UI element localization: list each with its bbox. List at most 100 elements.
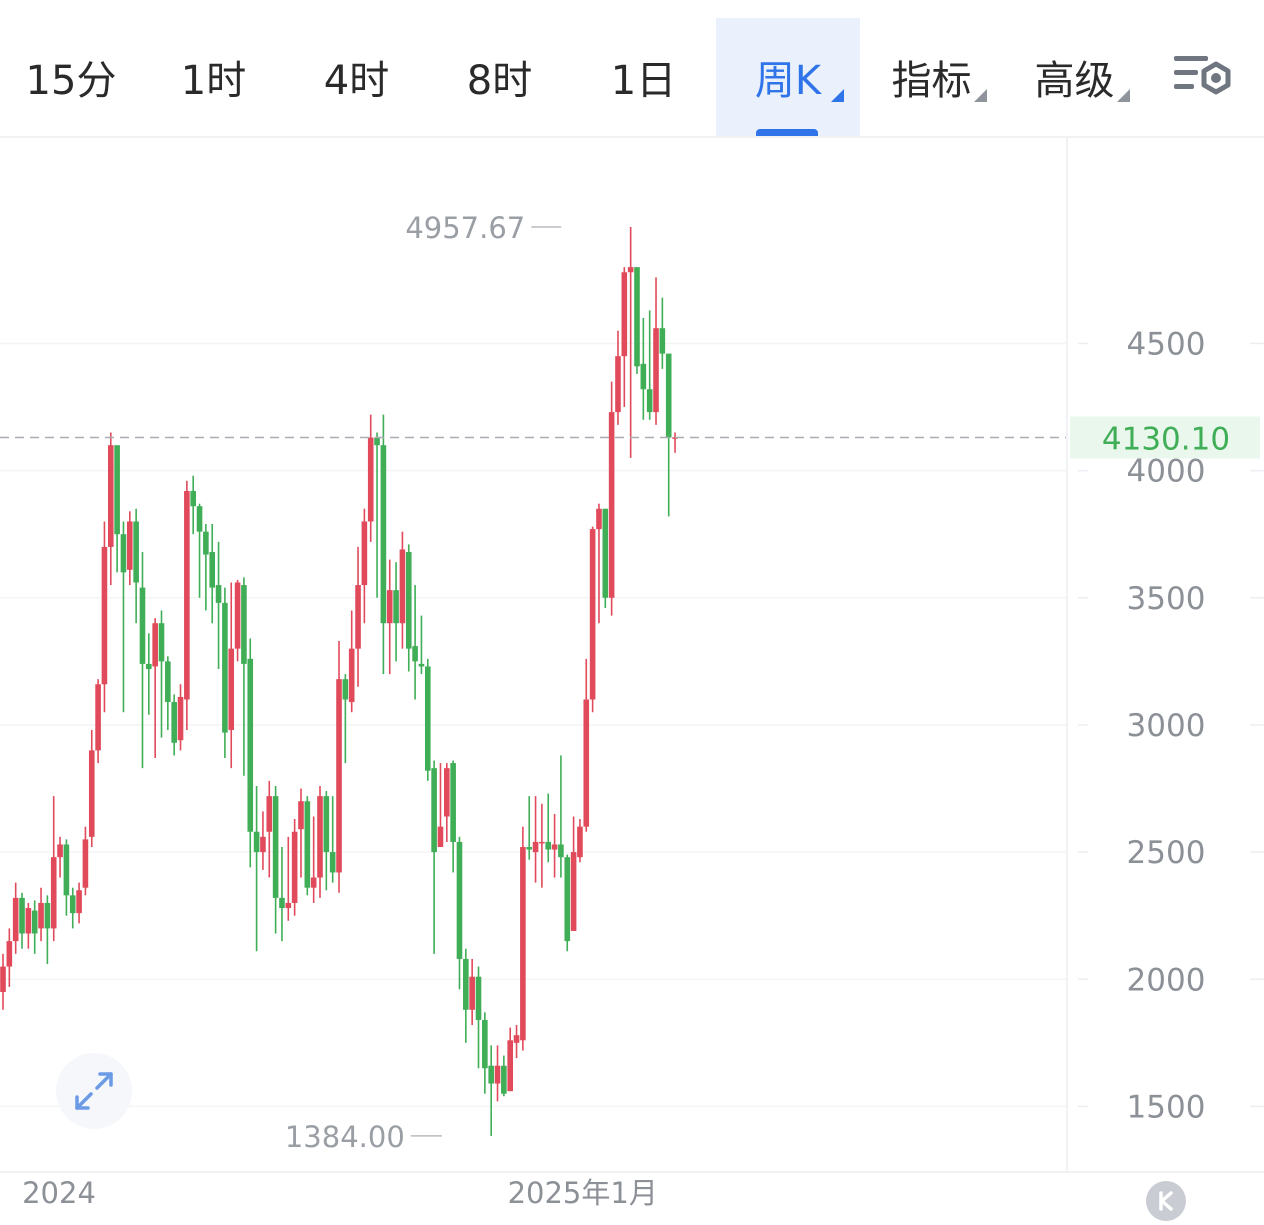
candle <box>634 267 640 374</box>
candle <box>102 521 108 712</box>
candle <box>0 954 6 1010</box>
candle <box>507 1028 513 1092</box>
min-price-label: 1384.00 <box>285 1120 405 1154</box>
candle <box>190 476 196 534</box>
candle <box>241 577 247 775</box>
candle <box>83 827 89 896</box>
y-tick-label: 2500 <box>1127 835 1206 871</box>
candle <box>412 585 418 699</box>
candle <box>615 331 621 425</box>
y-tick-label: 2000 <box>1127 962 1206 998</box>
candle <box>495 1045 501 1101</box>
candle <box>641 318 647 420</box>
candle <box>228 583 234 769</box>
k-badge-icon[interactable] <box>1146 1181 1186 1221</box>
y-tick-label: 3500 <box>1127 581 1206 617</box>
candle <box>482 1012 488 1093</box>
candle <box>450 761 456 873</box>
candle <box>590 527 596 713</box>
candle <box>254 786 260 951</box>
candle <box>343 674 349 763</box>
candle <box>336 641 342 893</box>
candle <box>222 588 228 758</box>
candle <box>76 883 82 924</box>
candle <box>279 847 285 941</box>
candle <box>165 656 171 730</box>
candle <box>133 509 139 623</box>
candle <box>400 532 406 649</box>
candle <box>140 552 146 768</box>
candle <box>349 610 355 712</box>
candle <box>476 967 482 1069</box>
candle <box>32 900 38 953</box>
candle <box>159 610 165 737</box>
candle <box>603 509 609 608</box>
candle <box>628 227 634 458</box>
candle <box>273 786 279 934</box>
candle <box>539 804 545 888</box>
candle <box>406 544 412 671</box>
candle <box>374 432 380 597</box>
candle <box>609 382 615 616</box>
candle <box>469 959 475 1025</box>
candle <box>216 542 222 669</box>
candle <box>368 415 374 542</box>
candle <box>324 791 330 890</box>
candle <box>381 415 387 674</box>
candle <box>305 796 311 895</box>
candle <box>577 819 583 862</box>
candle <box>298 789 304 878</box>
candle <box>533 796 539 882</box>
candle <box>552 814 558 878</box>
expand-button[interactable] <box>56 1053 132 1129</box>
x-tick-label: 2025年1月 <box>508 1176 658 1210</box>
candle <box>209 524 215 623</box>
candle <box>457 837 463 990</box>
candle <box>583 659 589 832</box>
candle <box>64 839 70 915</box>
candle <box>571 816 577 930</box>
candle <box>463 949 469 1043</box>
y-tick-label: 4000 <box>1127 454 1206 490</box>
candle <box>488 1045 494 1136</box>
candle <box>362 509 368 623</box>
candle <box>672 432 678 452</box>
candle <box>653 277 659 425</box>
candle <box>387 560 393 674</box>
expand-arrows-icon <box>71 1068 117 1114</box>
candle <box>108 432 114 585</box>
candle <box>235 580 241 661</box>
candle <box>26 903 32 949</box>
candle <box>45 895 51 964</box>
candle <box>152 618 158 758</box>
current-price-label: 4130.10 <box>1102 422 1230 458</box>
candle <box>95 679 101 763</box>
candle <box>647 310 653 419</box>
candle <box>184 481 190 730</box>
candle <box>51 796 57 941</box>
candle <box>260 811 266 869</box>
candle <box>660 298 666 369</box>
candle <box>431 761 437 954</box>
candle <box>514 1025 520 1058</box>
candle <box>666 354 672 517</box>
candle <box>146 633 152 714</box>
candle <box>266 781 272 878</box>
candle <box>596 504 602 624</box>
candle <box>197 504 203 598</box>
candle <box>520 827 526 1051</box>
candle <box>438 763 444 847</box>
candle <box>558 755 564 877</box>
candle <box>501 1056 507 1097</box>
candle <box>70 888 76 929</box>
y-tick-label: 1500 <box>1127 1089 1206 1125</box>
candle <box>317 786 323 898</box>
candle <box>444 763 450 842</box>
candle <box>330 796 336 882</box>
candle <box>127 511 133 585</box>
candle <box>425 659 431 781</box>
candle <box>526 796 532 860</box>
candle <box>171 694 177 755</box>
x-tick-label: 2024 <box>22 1176 96 1210</box>
